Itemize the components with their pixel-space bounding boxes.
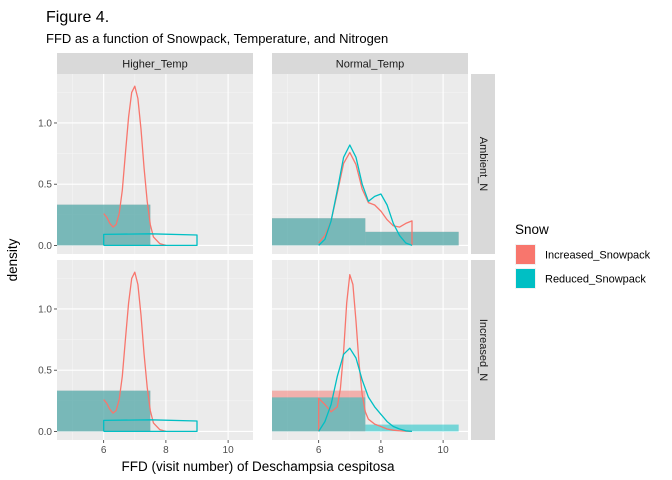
legend-swatch <box>516 245 535 264</box>
chart-subtitle: FFD as a function of Snowpack, Temperatu… <box>46 31 388 46</box>
x-tick-label: 10 <box>223 445 235 456</box>
x-tick-label: 8 <box>163 445 169 456</box>
legend-item: Reduced_Snowpack <box>515 268 646 289</box>
legend: Snow Increased_Snowpack Reduced_Snowpack <box>515 222 651 289</box>
strip-background <box>471 260 495 440</box>
panel-Higher_Temp-Increased_N: 0.0 0.5 1.0 6 8 10 <box>38 260 253 456</box>
y-tick-label: 0.5 <box>38 366 52 377</box>
y-tick-label: 0.0 <box>38 241 52 252</box>
histogram-bar-reduced <box>272 218 366 246</box>
legend-label: Reduced_Snowpack <box>545 274 646 286</box>
strip-label: Normal_Temp <box>336 59 404 71</box>
strip-label: Ambient_N <box>477 137 489 191</box>
panel-Normal_Temp-Ambient_N <box>272 74 468 254</box>
density-line-increased <box>103 85 167 247</box>
facet-strip-Higher_Temp: Higher_Temp <box>57 53 253 74</box>
strip-background <box>471 74 495 254</box>
strip-background <box>272 53 468 74</box>
density-line-reduced <box>318 144 413 247</box>
histogram-bar-reduced <box>365 424 459 432</box>
density-line-reduced <box>318 347 413 433</box>
strip-background <box>57 53 253 74</box>
panel-marks <box>272 274 459 433</box>
chart-title: Figure 4. <box>46 9 109 26</box>
x-tick-label: 8 <box>378 445 384 456</box>
strip-label: Higher_Temp <box>122 59 187 71</box>
facet-strip-Ambient_N: Ambient_N <box>471 74 495 254</box>
y-tick-label: 0.0 <box>38 427 52 438</box>
y-tick-label: 1.0 <box>38 118 52 129</box>
facet-strip-Increased_N: Increased_N <box>471 260 495 440</box>
panel-Normal_Temp-Increased_N: 6 8 10 <box>272 260 468 456</box>
y-axis-title: density <box>5 238 20 281</box>
panel-marks <box>57 85 198 247</box>
legend-swatch <box>516 269 535 288</box>
legend-title: Snow <box>515 222 549 237</box>
legend-label: Increased_Snowpack <box>545 250 651 262</box>
panel-marks <box>57 271 198 433</box>
x-tick-label: 6 <box>101 445 107 456</box>
strip-label: Increased_N <box>477 319 489 381</box>
density-line-reduced <box>103 419 198 433</box>
density-line-increased <box>103 271 167 433</box>
density-line-reduced <box>103 233 198 247</box>
density-line-increased <box>318 274 413 433</box>
panel-marks <box>272 144 459 247</box>
panel-Higher_Temp-Ambient_N: 0.0 0.5 1.0 <box>38 74 253 254</box>
x-tick-label: 6 <box>316 445 322 456</box>
legend-item: Increased_Snowpack <box>515 244 651 265</box>
x-tick-label: 10 <box>438 445 450 456</box>
y-tick-label: 0.5 <box>38 180 52 191</box>
x-axis-title: FFD (visit number) of Deschampsia cespit… <box>121 459 395 474</box>
y-tick-label: 1.0 <box>38 304 52 315</box>
facet-panels: Higher_Temp Normal_Temp Ambient_N Increased… <box>38 53 495 456</box>
facet-strip-Normal_Temp: Normal_Temp <box>272 53 468 74</box>
